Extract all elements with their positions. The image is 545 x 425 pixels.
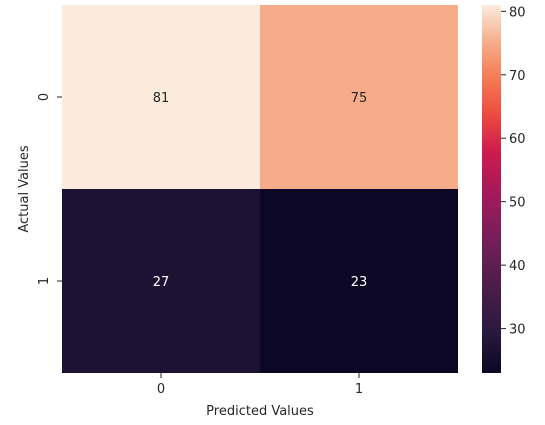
colorbar-tick-label: 40 (509, 259, 526, 274)
heatmap-cell-r0-c0 (62, 5, 260, 189)
y-tick-label: 0 (37, 93, 52, 101)
x-tick-label: 1 (355, 382, 363, 397)
colorbar-tick-label: 60 (509, 132, 526, 147)
colorbar (482, 5, 501, 373)
colorbar-tick-label: 30 (509, 323, 526, 338)
colorbar-tick-label: 70 (509, 69, 526, 84)
cell-value-label-r0-c0: 81 (153, 91, 170, 106)
heatmap-cell-r1-c1 (260, 189, 458, 373)
cell-value-label-r0-c1: 75 (351, 91, 368, 106)
heatmap-cell-r0-c1 (260, 5, 458, 189)
x-axis-label: Predicted Values (206, 404, 314, 419)
y-axis-label: Actual Values (17, 145, 32, 233)
cell-value-label-r1-c1: 23 (351, 275, 368, 290)
colorbar-tick-label: 50 (509, 196, 526, 211)
heatmap-cell-r1-c0 (62, 189, 260, 373)
cell-value-label-r1-c0: 27 (153, 275, 170, 290)
y-tick-label: 1 (37, 277, 52, 285)
x-tick-label: 0 (157, 382, 165, 397)
colorbar-tick-label: 80 (509, 5, 526, 20)
